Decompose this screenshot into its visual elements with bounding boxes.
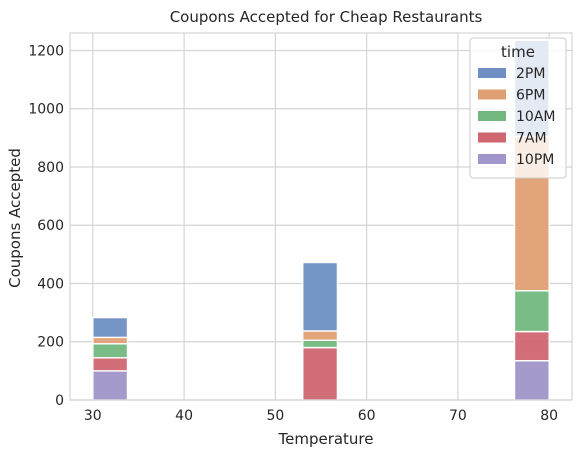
- x-axis-label: Temperature: [277, 430, 373, 448]
- legend-swatch: [478, 132, 506, 143]
- plot-frame: [69, 32, 573, 401]
- bar-10am: [92, 343, 129, 359]
- y-tick-label: 800: [37, 160, 64, 176]
- legend: time 2PM 6PM 10AM 7AM 10PM: [469, 37, 567, 179]
- bar-7am: [92, 357, 129, 372]
- legend-entry: 10AM: [516, 109, 555, 125]
- legend-swatch: [478, 68, 506, 78]
- x-tick-label: 30: [84, 408, 102, 424]
- legend-entry: 10PM: [516, 152, 554, 168]
- legend-entry: 7AM: [516, 131, 547, 147]
- legend-swatch: [478, 111, 506, 121]
- bar-10pm: [92, 370, 129, 401]
- x-tick-label: 60: [358, 408, 376, 424]
- bar-6pm: [302, 330, 339, 341]
- y-tick-label: 600: [37, 218, 64, 234]
- bar-6pm: [92, 336, 129, 345]
- x-tick-label: 70: [449, 408, 467, 424]
- y-tick-label: 1000: [28, 102, 64, 118]
- bar-10am: [513, 290, 550, 333]
- bar-10pm: [513, 359, 550, 401]
- legend-swatch: [478, 89, 506, 100]
- y-tick-label: 200: [37, 335, 64, 351]
- legend-swatch: [478, 154, 506, 164]
- bar-2pm: [302, 261, 339, 332]
- y-tick-label: 400: [37, 276, 64, 292]
- x-tick-label: 40: [175, 408, 193, 424]
- y-axis-label: Coupons Accepted: [6, 148, 24, 288]
- bar-7am: [302, 346, 339, 401]
- bar-7am: [513, 330, 550, 362]
- legend-entry: 6PM: [516, 88, 545, 104]
- y-tick-label: 0: [55, 393, 64, 409]
- bar-2pm: [92, 316, 129, 339]
- legend-entry: 2PM: [516, 66, 545, 82]
- bar-10am: [302, 339, 339, 349]
- chart-title: Coupons Accepted for Cheap Restaurants: [170, 8, 483, 26]
- x-tick-label: 80: [540, 408, 558, 424]
- x-tick-label: 50: [266, 408, 284, 424]
- y-tick-label: 1200: [28, 43, 64, 59]
- legend-title: time: [501, 43, 535, 61]
